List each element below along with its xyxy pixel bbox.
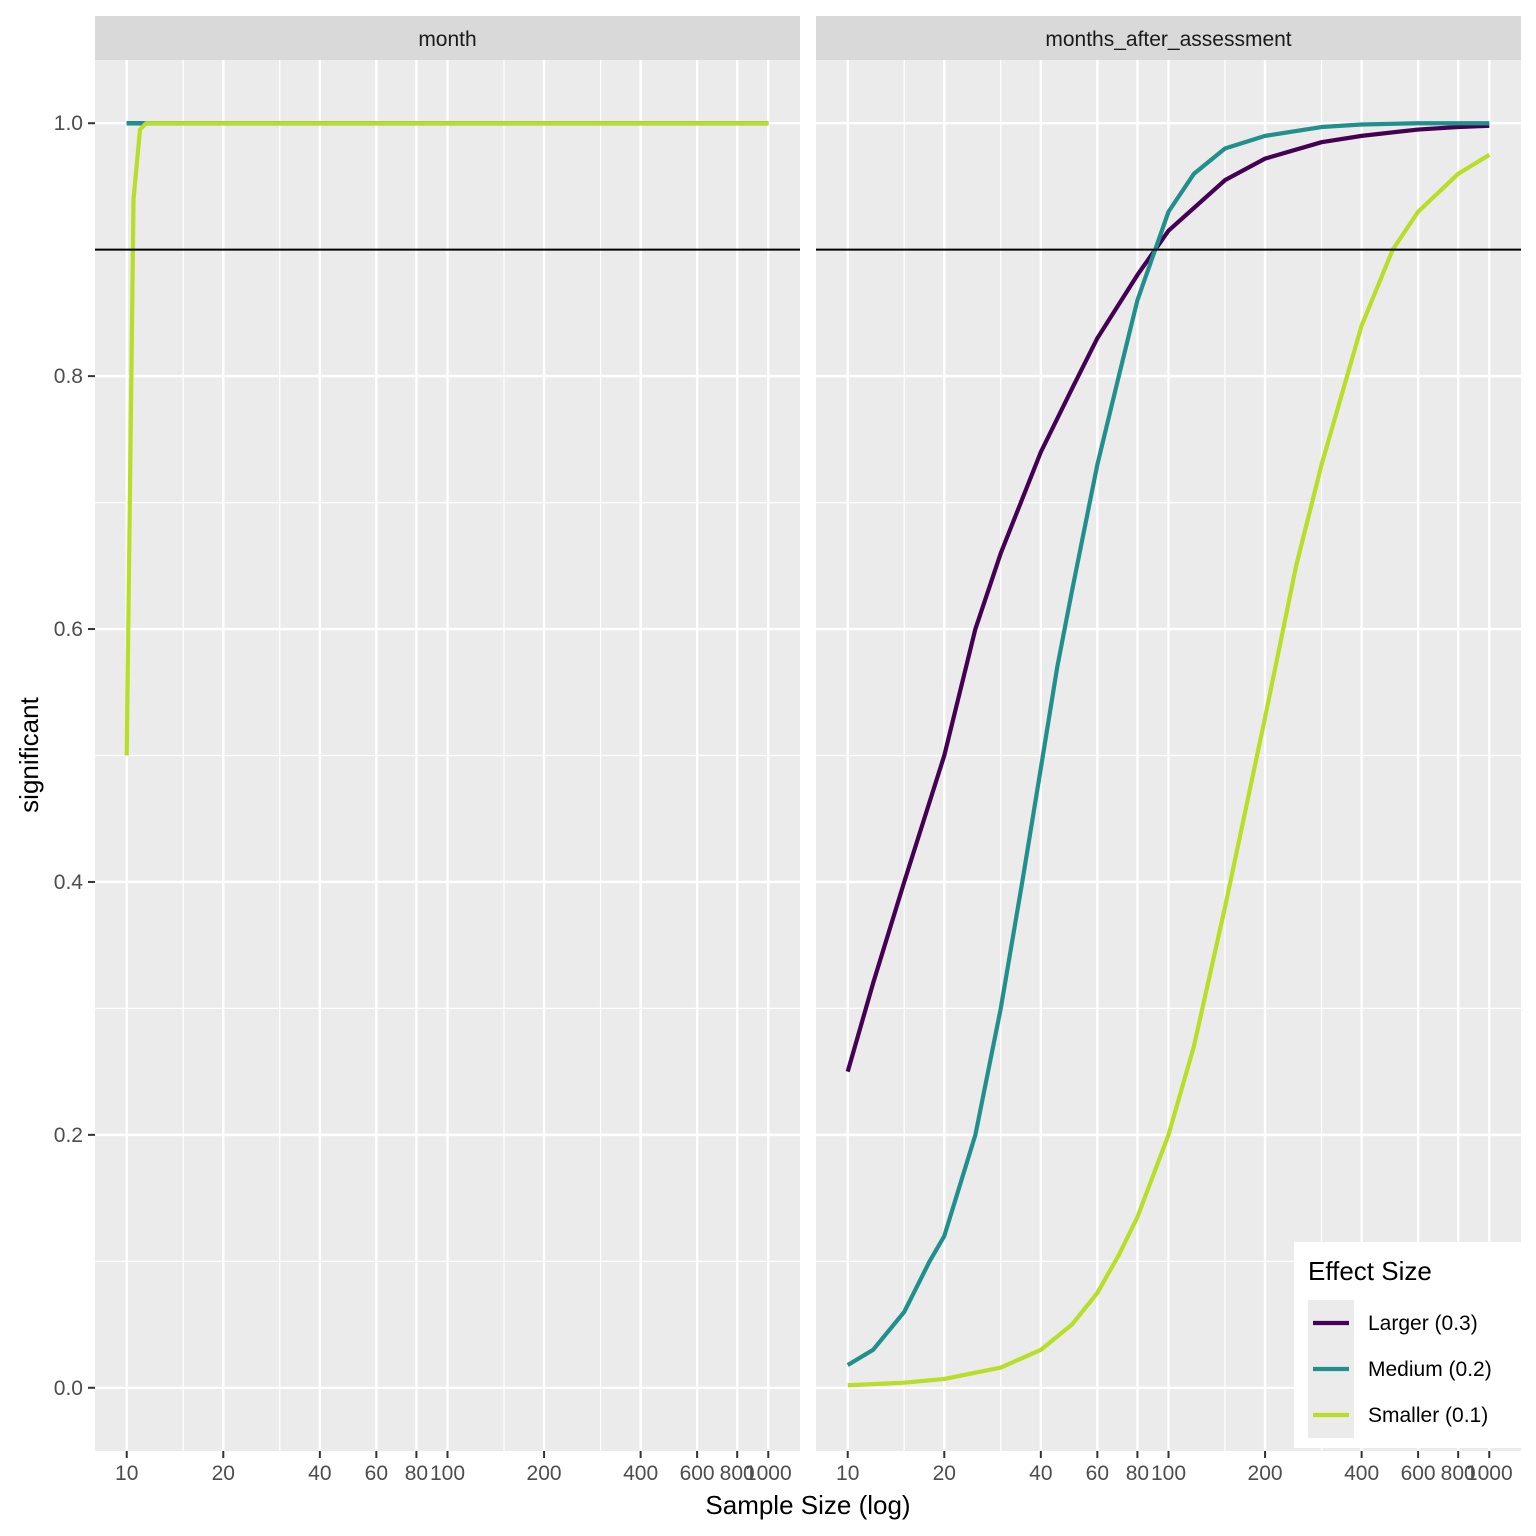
x-tick-label: 20 <box>933 1462 956 1485</box>
x-tick-label: 200 <box>527 1462 562 1485</box>
x-axis-title: Sample Size (log) <box>705 1490 910 1520</box>
facet-strip <box>816 16 1521 60</box>
x-tick-label: 100 <box>430 1462 465 1485</box>
x-tick-label: 80 <box>405 1462 428 1485</box>
x-tick-label: 20 <box>212 1462 235 1485</box>
legend: Effect Size Larger (0.3) Medium (0.2) Smal… <box>1294 1242 1526 1448</box>
legend-entry-label: Smaller (0.1) <box>1368 1404 1488 1427</box>
y-axis-title: significant <box>14 696 44 812</box>
legend-entry-label: Medium (0.2) <box>1368 1358 1492 1381</box>
y-tick-label: 0.0 <box>54 1377 83 1400</box>
x-tick-label: 80 <box>1126 1462 1149 1485</box>
legend-entries: Larger (0.3) Medium (0.2) Smaller (0.1) <box>1308 1300 1492 1438</box>
facet-strip-label: months_after_assessment <box>1045 28 1291 51</box>
x-tick-label: 60 <box>365 1462 388 1485</box>
facet-strip <box>95 16 800 60</box>
x-tick-label: 600 <box>1401 1462 1436 1485</box>
x-tick-label: 100 <box>1151 1462 1186 1485</box>
y-tick-label: 0.2 <box>54 1124 83 1147</box>
panel-months_after_assessment: months_after_assessment 10 20 40 60 80 100 200 4… <box>816 16 1521 1485</box>
series-line-smaller <box>124 121 769 756</box>
x-tick-label: 800 <box>1441 1462 1476 1485</box>
series-line-larger <box>845 123 1490 1073</box>
y-tick-label: 0.6 <box>54 618 83 641</box>
x-tick-label: 600 <box>680 1462 715 1485</box>
series-line-medium <box>846 121 1490 1367</box>
x-tick-label: 1000 <box>1466 1462 1513 1485</box>
y-tick-label: 0.4 <box>54 871 84 894</box>
facet-strip-label: month <box>418 28 476 51</box>
x-tick-label: 1000 <box>745 1462 792 1485</box>
y-tick-label: 1.0 <box>54 112 83 135</box>
legend-title: Effect Size <box>1308 1256 1432 1286</box>
x-tick-label: 60 <box>1086 1462 1109 1485</box>
x-tick-label: 200 <box>1248 1462 1283 1485</box>
x-tick-label: 10 <box>836 1462 859 1485</box>
x-tick-label: 800 <box>720 1462 755 1485</box>
legend-entry-label: Larger (0.3) <box>1368 1312 1478 1335</box>
x-tick-label: 40 <box>1029 1462 1052 1485</box>
x-tick-label: 40 <box>308 1462 331 1485</box>
y-tick-label: 0.8 <box>54 365 83 388</box>
series-line-smaller <box>847 153 1491 1388</box>
x-tick-label: 400 <box>1344 1462 1379 1485</box>
x-tick-label: 400 <box>623 1462 658 1485</box>
x-tick-label: 10 <box>115 1462 138 1485</box>
